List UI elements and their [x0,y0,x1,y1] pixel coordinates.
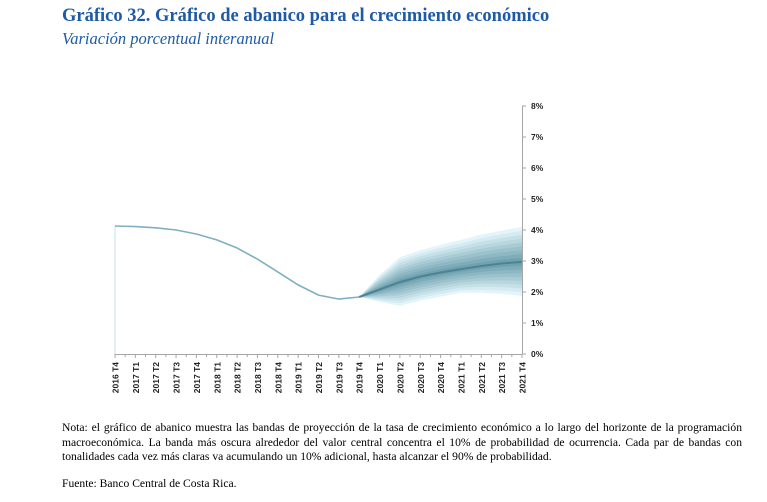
x-tick-label: 2019 T3 [334,362,344,393]
x-tick-label: 2019 T4 [355,362,365,393]
x-tick-label: 2017 T2 [151,362,161,393]
x-axis-ticks: 2016 T4 2017 T1 2017 T2 2017 T3 2017 T4 2018 … [111,354,528,393]
x-tick-label: 2020 T2 [395,362,405,393]
x-tick-label: 2016 T4 [111,362,121,393]
x-tick-label: 2020 T4 [436,362,446,393]
x-tick-label: 2017 T4 [192,362,202,393]
x-tick-label: 2018 T4 [273,362,283,393]
chart-lines [114,225,523,354]
y-tick-label: 7% [531,132,544,142]
y-tick-label: 3% [531,256,544,266]
x-tick-label: 2021 T1 [456,362,466,393]
x-tick-label: 2019 T1 [294,362,304,393]
x-tick-label: 2018 T3 [253,362,263,393]
x-tick-label: 2020 T3 [416,362,426,393]
y-tick-label: 5% [531,194,544,204]
fan-band-10 [359,258,522,297]
y-tick-label: 4% [531,225,544,235]
fan-bands [359,226,522,306]
x-tick-label: 2021 T2 [477,362,487,393]
y-tick-label: 6% [531,163,544,173]
x-tick-label: 2018 T2 [233,362,243,393]
x-tick-label: 2020 T1 [375,362,385,393]
x-tick-label: 2019 T2 [314,362,324,393]
x-tick-label: 2017 T3 [172,362,182,393]
chart-subtitle: Variación porcentual interanual [62,29,275,48]
fan-chart: 0% 1% 2% 3% 4% 5% 6% 7% 8% 2016 T4 2017 T1 2017 T2… [111,101,544,393]
y-axis-ticks: 0% 1% 2% 3% 4% 5% 6% 7% 8% [522,101,544,359]
history-line [114,225,360,300]
central-forecast-line [358,260,523,298]
y-tick-label: 0% [531,349,544,359]
chart-source: Fuente: Banco Central de Costa Rica. [62,477,237,490]
x-tick-label: 2018 T1 [212,362,222,393]
x-tick-label: 2017 T1 [131,362,141,393]
y-tick-label: 8% [531,101,544,111]
x-tick-label: 2021 T3 [497,362,507,393]
x-tick-label: 2021 T4 [518,362,528,393]
chart-title: Gráfico 32. Gráfico de abanico para el c… [62,6,550,26]
y-tick-label: 2% [531,287,544,297]
y-tick-label: 1% [531,318,544,328]
chart-note: Nota: el gráfico de abanico muestra las … [62,421,742,463]
